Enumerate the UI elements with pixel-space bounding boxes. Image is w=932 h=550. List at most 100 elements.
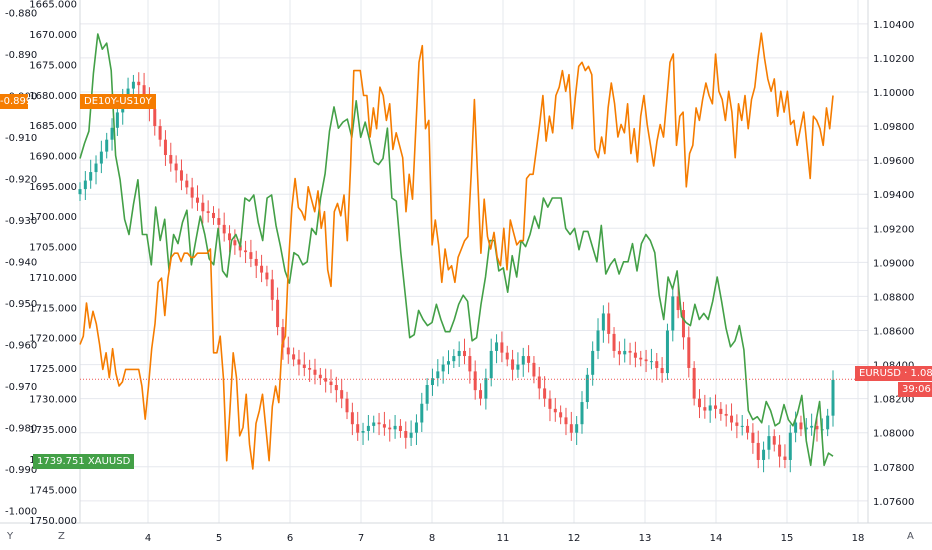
eurusd-candle-body — [649, 361, 653, 363]
eurusd-candle-body — [201, 202, 205, 212]
eurusd-candle-body — [553, 408, 557, 413]
eurusd-candle-body — [831, 379, 835, 416]
left-inner-tick-label: 1735.000 — [29, 425, 77, 436]
eurusd-candle-body — [751, 432, 755, 443]
left-axis-scale-button[interactable]: Z — [58, 531, 65, 542]
eurusd-candle-body — [340, 390, 344, 399]
left-inner-tick-label: 1665.000 — [29, 0, 77, 11]
de10y-us10y-line — [79, 32, 834, 470]
eurusd-candle-body — [297, 359, 301, 365]
eurusd-candle-body — [601, 313, 605, 331]
eurusd-candle-body — [388, 427, 392, 430]
eurusd-candle-body — [762, 449, 766, 460]
eurusd-candle-body — [521, 356, 525, 365]
eurusd-candle-body — [511, 359, 515, 370]
eurusd-candle-body — [714, 405, 718, 409]
right-axis-auto-button[interactable]: A — [907, 531, 914, 542]
series-lines — [79, 32, 834, 470]
eurusd-candle-body — [158, 126, 162, 140]
time-tick-label: 14 — [710, 533, 723, 544]
time-tick-label: 12 — [568, 533, 581, 544]
eurusd-candle-body — [179, 170, 183, 181]
eurusd-candle-body — [265, 272, 269, 280]
eurusd-candle-body — [420, 403, 424, 423]
eurusd-candle-body — [740, 425, 744, 427]
eurusd-candle-body — [414, 422, 418, 433]
eurusd-candle-body — [452, 356, 456, 362]
eurusd-candle-body — [190, 187, 194, 198]
right-tick-label: 1.08800 — [873, 292, 914, 303]
xauusd-value-tag: 1739.751 XAUUSD — [33, 454, 135, 469]
grid-lines — [80, 0, 868, 523]
eurusd-candle-body — [703, 407, 707, 411]
right-price-axis[interactable]: 1.10400 1.10200 1.10000 1.09800 1.09600 1.094… — [873, 20, 914, 508]
eurusd-candle-body — [559, 412, 563, 418]
left-inner-tick-label: 1750.000 — [29, 516, 77, 527]
eurusd-candle-body — [505, 352, 509, 360]
eurusd-candle-body — [612, 333, 616, 351]
eurusd-candle-body — [692, 367, 696, 399]
left-outer-tick-label: -0.890 — [5, 50, 37, 61]
eurusd-candle-body — [463, 350, 467, 357]
de10y-series-label: DE10Y-US10Y — [80, 94, 156, 109]
eurusd-candle-body — [436, 371, 440, 379]
time-tick-label: 6 — [287, 533, 293, 544]
eurusd-candle-body — [356, 424, 360, 433]
time-tick-label: 7 — [358, 533, 364, 544]
eurusd-candle-body — [233, 240, 237, 246]
left-outer-tick-label: -0.950 — [5, 299, 37, 310]
eurusd-candle-body — [489, 350, 493, 379]
left-outer-tick-label: -1.000 — [5, 507, 37, 518]
eurusd-candle-body — [78, 189, 82, 195]
eurusd-candle-body — [575, 424, 579, 433]
eurusd-candle-body — [585, 374, 589, 403]
time-tick-label: 18 — [852, 533, 865, 544]
eurusd-candle-body — [361, 431, 365, 433]
left-outer-tick-label: -0.990 — [5, 465, 37, 476]
eurusd-candle-body — [484, 378, 488, 399]
eurusd-candle-body — [639, 357, 643, 360]
eurusd-last-value: 1.08314 — [910, 368, 932, 379]
left-axis-settings-button[interactable]: Y — [7, 531, 14, 542]
eurusd-candle-body — [249, 252, 253, 259]
de10y-axis-value-tag: -0.899 — [0, 94, 33, 109]
eurusd-candle-body — [222, 224, 226, 234]
eurusd-candle-body — [404, 431, 408, 438]
eurusd-candle-body — [468, 356, 472, 372]
left-outer-tick-label: -0.930 — [5, 216, 37, 227]
left-outer-axis[interactable]: -0.880-0.890-0.900-0.910-0.920-0.930-0.9… — [5, 8, 37, 517]
eurusd-candle-body — [345, 398, 349, 413]
eurusd-candle-body — [270, 279, 274, 300]
time-tick-label: 5 — [216, 533, 222, 544]
eurusd-candle-body — [527, 356, 531, 363]
eurusd-candle-body — [137, 81, 141, 86]
eurusd-candle-body — [260, 265, 264, 273]
eurusd-candle-body — [228, 233, 232, 241]
time-axis[interactable]: 4 5 6 7 8 11 12 13 14 15 18 — [145, 533, 865, 544]
right-tick-label: 1.08200 — [873, 395, 914, 406]
eurusd-candle-body — [169, 155, 173, 164]
eurusd-candle-body — [804, 427, 808, 430]
eurusd-candle-body — [212, 212, 216, 219]
axis-frame — [0, 0, 932, 524]
right-tick-label: 1.09400 — [873, 190, 914, 201]
eurusd-candle-body — [697, 398, 701, 408]
left-inner-tick-label: 1680.000 — [29, 91, 77, 102]
eurusd-candle-body — [308, 367, 312, 370]
eurusd-label: EURUSD — [859, 368, 901, 379]
eurusd-candle-body — [324, 378, 328, 382]
eurusd-candle-body — [788, 432, 792, 460]
left-inner-tick-label: 1725.000 — [29, 364, 77, 375]
xauusd-line — [79, 33, 834, 467]
eurusd-candle-body — [286, 347, 290, 355]
time-tick-label: 11 — [497, 533, 510, 544]
eurusd-candle-body — [329, 381, 333, 386]
eurusd-candle-body — [665, 330, 669, 374]
eurusd-candle-body — [569, 424, 573, 433]
time-tick-label: 15 — [781, 533, 794, 544]
eurusd-candle-body — [409, 432, 413, 438]
eurusd-candle-body — [334, 385, 338, 391]
eurusd-candle-body — [94, 163, 98, 173]
eurusd-candle-body — [350, 412, 354, 425]
